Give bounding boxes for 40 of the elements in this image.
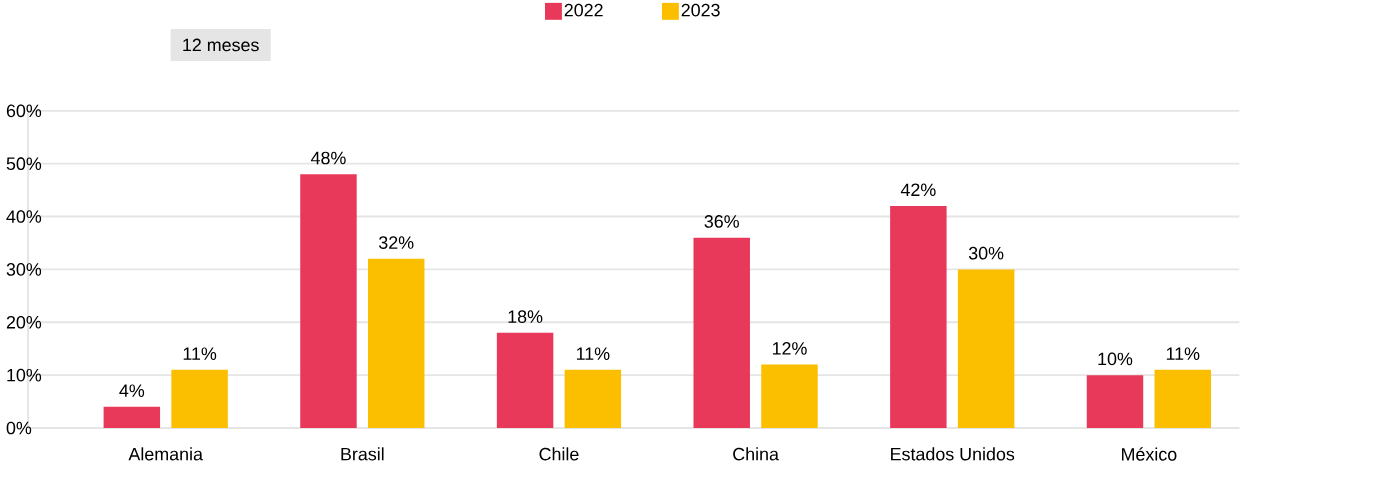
legend-label: 2022 [564, 3, 603, 17]
data-label: 48% [310, 151, 346, 165]
data-label: 32% [379, 236, 414, 250]
bar [300, 174, 357, 429]
y-tick-label: 40% [6, 210, 42, 223]
x-tick-label: México [1122, 447, 1177, 461]
bar [564, 369, 622, 429]
bar [957, 269, 1015, 429]
x-tick-label: Estados Unidos [891, 447, 1015, 461]
bar [171, 369, 228, 429]
data-label: 11% [183, 347, 217, 361]
legend-label: 2023 [681, 3, 720, 17]
x-tick-label: Brasil [341, 447, 384, 461]
y-tick-label: 0% [6, 421, 32, 435]
y-tick-label: 30% [6, 263, 42, 276]
y-tick-label: 10% [7, 368, 42, 382]
y-tick-label: 60% [6, 104, 42, 118]
bar [890, 206, 947, 429]
bar [1086, 375, 1144, 429]
data-label: 42% [900, 183, 936, 197]
data-label: 10% [1098, 352, 1133, 366]
data-label: 18% [508, 310, 543, 324]
text: 12 meses [183, 38, 259, 52]
bar [693, 237, 750, 429]
x-tick-label: Alemania [128, 447, 203, 461]
data-label: 4% [119, 384, 145, 398]
data-label: 12% [772, 342, 807, 355]
bar [496, 332, 554, 429]
data-label: 36% [704, 215, 739, 228]
data-label: 11% [576, 347, 610, 361]
bar [761, 364, 818, 429]
bar [1154, 369, 1211, 429]
data-label: 30% [968, 246, 1004, 260]
y-tick-label: 50% [6, 157, 42, 171]
data-label: 11% [1166, 347, 1200, 361]
y-tick-label: 20% [6, 316, 42, 329]
x-tick-label: Chile [539, 447, 579, 461]
x-tick-label: China [733, 447, 779, 461]
bar [367, 258, 425, 429]
bar [103, 406, 161, 429]
